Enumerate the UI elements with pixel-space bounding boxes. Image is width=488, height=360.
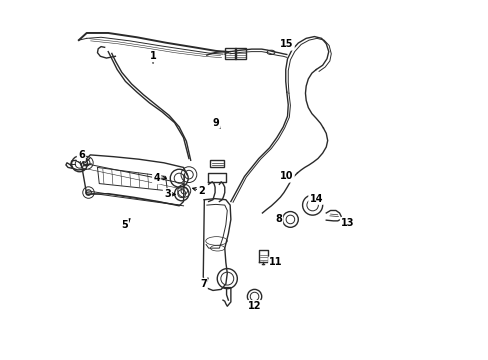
- Text: 5: 5: [121, 220, 127, 230]
- Text: 6: 6: [78, 150, 84, 160]
- Text: 12: 12: [247, 301, 261, 311]
- Text: 15: 15: [280, 40, 293, 49]
- Text: 11: 11: [269, 257, 282, 267]
- Text: 14: 14: [309, 194, 322, 204]
- Text: 10: 10: [280, 171, 293, 181]
- Text: 3: 3: [163, 189, 170, 199]
- Text: 9: 9: [212, 118, 219, 128]
- Text: 2: 2: [198, 186, 204, 196]
- Text: 1: 1: [149, 51, 156, 61]
- Text: 13: 13: [340, 218, 354, 228]
- Text: 8: 8: [275, 215, 282, 224]
- Text: 4: 4: [153, 173, 160, 183]
- Text: 7: 7: [200, 279, 206, 289]
